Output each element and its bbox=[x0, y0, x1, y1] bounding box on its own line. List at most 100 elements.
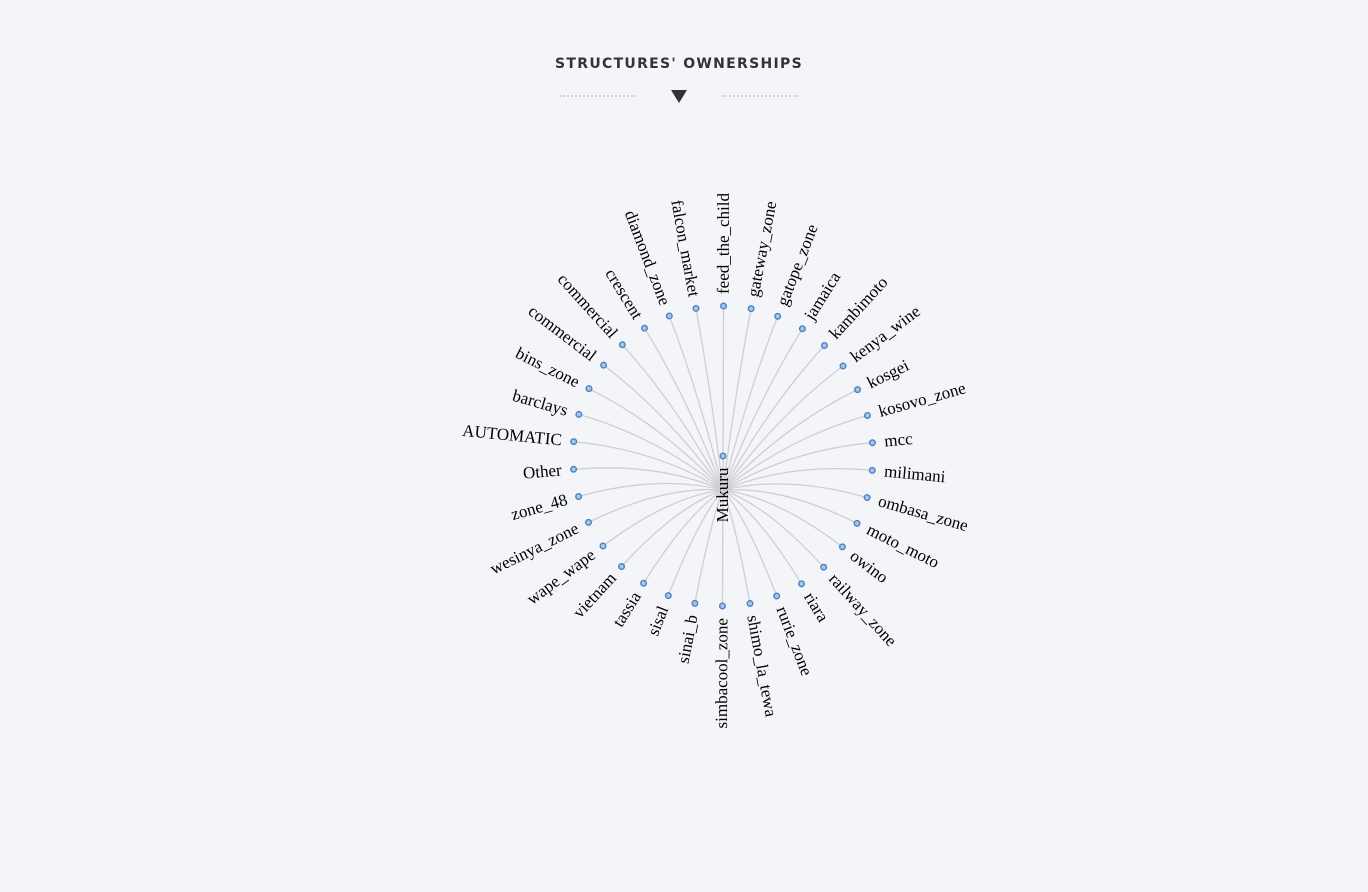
leaf-node-dot[interactable] bbox=[570, 438, 578, 446]
leaf-node-dot[interactable] bbox=[618, 562, 626, 570]
leaf-node-dot[interactable] bbox=[575, 410, 583, 418]
tree-leaf-node[interactable]: railway_zone bbox=[820, 563, 901, 650]
tree-leaf-node[interactable]: barclays bbox=[510, 386, 583, 420]
leaf-node-dot[interactable] bbox=[854, 386, 862, 394]
leaf-node-label: AUTOMATIC bbox=[462, 421, 563, 449]
tree-leaf-node[interactable]: riara bbox=[798, 580, 833, 626]
leaf-node-label: falcon_market bbox=[667, 198, 703, 298]
tree-link bbox=[722, 489, 803, 585]
tree-link bbox=[621, 489, 724, 567]
leaf-node-label: simbacool_zone bbox=[712, 618, 731, 729]
left-dotted-divider bbox=[560, 95, 636, 97]
leaf-node-label: sinai_b bbox=[674, 613, 702, 665]
tree-link bbox=[722, 345, 825, 491]
leaf-node-dot[interactable] bbox=[618, 341, 626, 349]
leaf-node-label: shimo_la_tewa bbox=[743, 614, 780, 719]
tree-leaf-node[interactable]: AUTOMATIC bbox=[462, 421, 578, 449]
tree-link bbox=[722, 365, 844, 491]
leaf-node-dot[interactable] bbox=[720, 302, 728, 310]
root-node[interactable]: Mukuru bbox=[713, 452, 732, 522]
tree-link bbox=[722, 308, 752, 491]
leaf-node-dot[interactable] bbox=[664, 592, 672, 600]
leaf-node-dot[interactable] bbox=[773, 592, 781, 600]
leaf-node-label: railway_zone bbox=[825, 569, 901, 650]
leaf-node-dot[interactable] bbox=[584, 518, 592, 526]
tree-leaf-node[interactable]: tassia bbox=[609, 579, 648, 630]
tree-link bbox=[621, 344, 724, 491]
dropdown-triangle-icon[interactable] bbox=[671, 90, 687, 103]
leaf-node-dot[interactable] bbox=[868, 439, 876, 447]
tree-link bbox=[722, 316, 779, 491]
leaf-node-dot[interactable] bbox=[838, 543, 846, 551]
tree-link bbox=[602, 489, 724, 547]
leaf-node-label: mcc bbox=[883, 429, 913, 450]
leaf-node-dot[interactable] bbox=[585, 385, 593, 393]
tree-link bbox=[573, 467, 724, 491]
leaf-node-dot[interactable] bbox=[747, 305, 755, 313]
leaf-node-dot[interactable] bbox=[798, 580, 806, 588]
tree-link bbox=[573, 440, 724, 491]
tree-link bbox=[722, 414, 868, 491]
leaf-node-dot[interactable] bbox=[820, 563, 828, 571]
leaf-node-label: kosgei bbox=[864, 356, 912, 393]
tree-link bbox=[578, 413, 724, 491]
leaf-node-dot[interactable] bbox=[575, 493, 583, 501]
tree-leaf-node[interactable]: milimani bbox=[868, 462, 947, 487]
leaf-node-label: gateway_zone bbox=[744, 199, 781, 298]
tree-leaf-node[interactable]: Other bbox=[522, 460, 578, 483]
leaf-node-dot[interactable] bbox=[839, 362, 847, 370]
root-node-dot[interactable] bbox=[719, 452, 727, 460]
leaf-node-dot[interactable] bbox=[600, 361, 608, 369]
leaf-node-label: owino bbox=[846, 546, 891, 587]
tree-link bbox=[722, 489, 843, 548]
leaf-node-label: rurie_zone bbox=[773, 604, 817, 679]
leaf-node-dot[interactable] bbox=[665, 312, 673, 320]
leaf-node-dot[interactable] bbox=[868, 466, 876, 474]
leaf-node-dot[interactable] bbox=[798, 325, 806, 333]
leaf-node-dot[interactable] bbox=[718, 602, 726, 610]
leaf-node-dot[interactable] bbox=[863, 494, 871, 502]
leaf-node-label: barclays bbox=[510, 386, 570, 420]
tree-link bbox=[667, 489, 724, 596]
tree-leaf-node[interactable]: feed_the_child bbox=[714, 192, 733, 310]
page-title: STRUCTURES' OWNERSHIPS bbox=[555, 56, 803, 72]
tree-link bbox=[722, 483, 868, 499]
leaf-node-dot[interactable] bbox=[863, 411, 871, 419]
root-node-label: Mukuru bbox=[713, 467, 732, 522]
tree-link bbox=[695, 308, 724, 491]
tree-link bbox=[721, 489, 724, 607]
tree-leaf-node[interactable]: simbacool_zone bbox=[712, 602, 731, 729]
leaf-node-dot[interactable] bbox=[570, 465, 578, 473]
leaf-node-dot[interactable] bbox=[774, 312, 782, 320]
tree-link bbox=[722, 328, 803, 491]
tree-link bbox=[722, 442, 873, 491]
leaf-node-label: feed_the_child bbox=[714, 192, 733, 294]
leaf-node-label: milimani bbox=[883, 462, 946, 487]
leaf-node-dot[interactable] bbox=[853, 519, 861, 527]
leaf-node-dot[interactable] bbox=[692, 304, 700, 312]
tree-link bbox=[722, 489, 751, 604]
leaf-node-label: kosovo_zone bbox=[876, 378, 968, 421]
tree-leaf-node[interactable]: sinai_b bbox=[674, 599, 702, 666]
leaf-node-dot[interactable] bbox=[746, 600, 754, 608]
tree-leaf-node[interactable]: sisal bbox=[644, 592, 673, 638]
leaf-node-label: tassia bbox=[609, 588, 645, 630]
leaf-node-dot[interactable] bbox=[640, 579, 648, 587]
leaf-node-label: riara bbox=[800, 589, 833, 626]
tree-link bbox=[722, 467, 873, 491]
tree-link bbox=[603, 364, 724, 491]
tree-link bbox=[668, 315, 724, 491]
leaf-node-dot[interactable] bbox=[691, 599, 699, 607]
leaf-node-label: sisal bbox=[644, 603, 673, 638]
tree-leaf-node[interactable]: mcc bbox=[868, 429, 914, 451]
leaf-node-dot[interactable] bbox=[640, 324, 648, 332]
tree-link bbox=[722, 305, 725, 491]
leaf-node-label: Other bbox=[522, 460, 563, 482]
leaf-node-dot[interactable] bbox=[820, 342, 828, 350]
header: STRUCTURES' OWNERSHIPS bbox=[0, 0, 1368, 120]
tree-leaf-node[interactable]: shimo_la_tewa bbox=[743, 600, 781, 719]
leaf-node-dot[interactable] bbox=[599, 542, 607, 550]
tree-link bbox=[643, 327, 724, 491]
tree-leaf-node[interactable]: zone_48 bbox=[509, 490, 583, 524]
